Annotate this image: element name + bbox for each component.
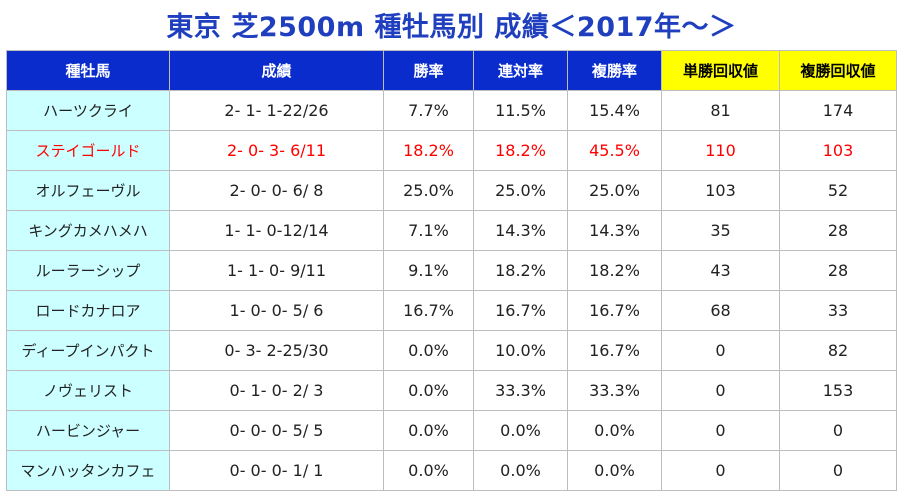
sire-name-cell: オルフェーヴル [6, 170, 170, 211]
record-cell: 0- 3- 2-25/30 [169, 330, 384, 371]
chart-title: 東京 芝2500m 種牡馬別 成績＜2017年～＞ [166, 11, 737, 43]
table-row: オルフェーヴル 2- 0- 0- 6/ 8 25.0% 25.0% 25.0% … [6, 170, 897, 211]
place-rate-cell: 15.4% [567, 90, 662, 131]
quinella-rate-cell: 0.0% [473, 410, 568, 451]
sire-name-cell: ハーツクライ [6, 90, 170, 131]
place-rate-cell: 33.3% [567, 370, 662, 411]
table-row: ロードカナロア 1- 0- 0- 5/ 6 16.7% 16.7% 16.7% … [6, 290, 897, 331]
sire-name-cell: ステイゴールド [6, 130, 170, 171]
place-return-cell: 52 [779, 170, 897, 211]
place-return-cell: 103 [779, 130, 897, 171]
place-rate-cell: 25.0% [567, 170, 662, 211]
place-rate-cell: 14.3% [567, 210, 662, 251]
record-cell: 0- 0- 0- 1/ 1 [169, 450, 384, 491]
place-return-cell: 153 [779, 370, 897, 411]
quinella-rate-cell: 10.0% [473, 330, 568, 371]
place-return-cell: 174 [779, 90, 897, 131]
place-rate-cell: 16.7% [567, 290, 662, 331]
win-return-cell: 43 [661, 250, 780, 291]
win-rate-cell: 16.7% [383, 290, 474, 331]
win-rate-cell: 9.1% [383, 250, 474, 291]
record-cell: 1- 1- 0-12/14 [169, 210, 384, 251]
place-rate-cell: 0.0% [567, 450, 662, 491]
sire-name-cell: ディープインパクト [6, 330, 170, 371]
table-row: ハーツクライ 2- 1- 1-22/26 7.7% 11.5% 15.4% 81… [6, 90, 897, 131]
place-return-cell: 33 [779, 290, 897, 331]
win-return-cell: 110 [661, 130, 780, 171]
win-return-cell: 0 [661, 450, 780, 491]
column-header: 複勝率 [567, 50, 662, 91]
sire-name-cell: ノヴェリスト [6, 370, 170, 411]
record-cell: 2- 1- 1-22/26 [169, 90, 384, 131]
quinella-rate-cell: 25.0% [473, 170, 568, 211]
sire-name-cell: ロードカナロア [6, 290, 170, 331]
sire-results-table: 種牡馬 成績 勝率 連対率 複勝率 単勝回収値 複勝回収値 ハーツクライ 2- … [6, 50, 897, 491]
table-row: ディープインパクト 0- 3- 2-25/30 0.0% 10.0% 16.7%… [6, 330, 897, 371]
table-row: ノヴェリスト 0- 1- 0- 2/ 3 0.0% 33.3% 33.3% 0 … [6, 370, 897, 411]
win-return-cell: 0 [661, 370, 780, 411]
record-cell: 2- 0- 3- 6/11 [169, 130, 384, 171]
column-header: 成績 [169, 50, 384, 91]
quinella-rate-cell: 0.0% [473, 450, 568, 491]
quinella-rate-cell: 18.2% [473, 250, 568, 291]
header-row: 種牡馬 成績 勝率 連対率 複勝率 単勝回収値 複勝回収値 [6, 50, 897, 91]
win-rate-cell: 0.0% [383, 330, 474, 371]
sire-name-cell: キングカメハメハ [6, 210, 170, 251]
column-header: 複勝回収値 [779, 50, 897, 91]
place-rate-cell: 0.0% [567, 410, 662, 451]
place-return-cell: 28 [779, 250, 897, 291]
table-row: ルーラーシップ 1- 1- 0- 9/11 9.1% 18.2% 18.2% 4… [6, 250, 897, 291]
place-return-cell: 0 [779, 450, 897, 491]
win-return-cell: 35 [661, 210, 780, 251]
win-return-cell: 0 [661, 410, 780, 451]
column-header: 勝率 [383, 50, 474, 91]
quinella-rate-cell: 33.3% [473, 370, 568, 411]
table-row: マンハッタンカフェ 0- 0- 0- 1/ 1 0.0% 0.0% 0.0% 0… [6, 450, 897, 491]
place-rate-cell: 18.2% [567, 250, 662, 291]
table-row: キングカメハメハ 1- 1- 0-12/14 7.1% 14.3% 14.3% … [6, 210, 897, 251]
win-return-cell: 0 [661, 330, 780, 371]
place-rate-cell: 45.5% [567, 130, 662, 171]
win-rate-cell: 7.7% [383, 90, 474, 131]
column-header: 種牡馬 [6, 50, 170, 91]
quinella-rate-cell: 11.5% [473, 90, 568, 131]
place-return-cell: 28 [779, 210, 897, 251]
quinella-rate-cell: 16.7% [473, 290, 568, 331]
win-return-cell: 68 [661, 290, 780, 331]
record-cell: 1- 0- 0- 5/ 6 [169, 290, 384, 331]
table-row: ハービンジャー 0- 0- 0- 5/ 5 0.0% 0.0% 0.0% 0 0 [6, 410, 897, 451]
win-return-cell: 81 [661, 90, 780, 131]
record-cell: 0- 1- 0- 2/ 3 [169, 370, 384, 411]
win-rate-cell: 0.0% [383, 450, 474, 491]
sire-name-cell: ハービンジャー [6, 410, 170, 451]
record-cell: 1- 1- 0- 9/11 [169, 250, 384, 291]
sire-name-cell: マンハッタンカフェ [6, 450, 170, 491]
record-cell: 2- 0- 0- 6/ 8 [169, 170, 384, 211]
place-rate-cell: 16.7% [567, 330, 662, 371]
win-rate-cell: 0.0% [383, 410, 474, 451]
win-rate-cell: 25.0% [383, 170, 474, 211]
column-header: 連対率 [473, 50, 568, 91]
win-rate-cell: 7.1% [383, 210, 474, 251]
quinella-rate-cell: 14.3% [473, 210, 568, 251]
place-return-cell: 0 [779, 410, 897, 451]
win-rate-cell: 18.2% [383, 130, 474, 171]
quinella-rate-cell: 18.2% [473, 130, 568, 171]
column-header: 単勝回収値 [661, 50, 780, 91]
sire-name-cell: ルーラーシップ [6, 250, 170, 291]
win-rate-cell: 0.0% [383, 370, 474, 411]
record-cell: 0- 0- 0- 5/ 5 [169, 410, 384, 451]
win-return-cell: 103 [661, 170, 780, 211]
place-return-cell: 82 [779, 330, 897, 371]
table-row-highlighted: ステイゴールド 2- 0- 3- 6/11 18.2% 18.2% 45.5% … [6, 130, 897, 171]
